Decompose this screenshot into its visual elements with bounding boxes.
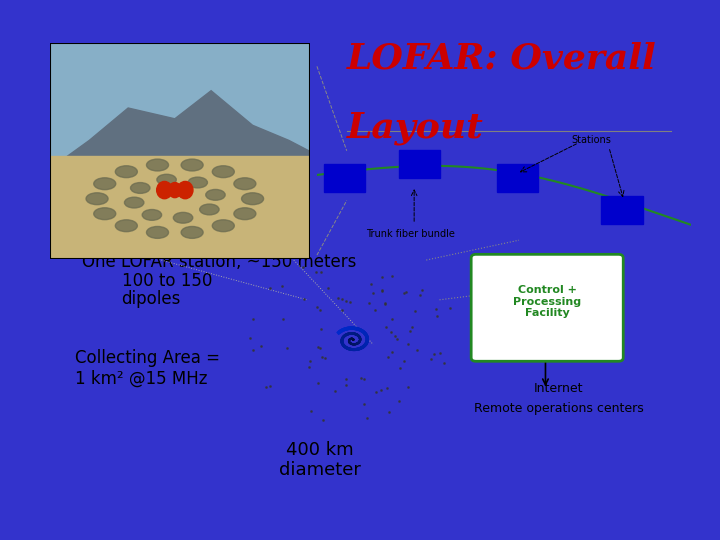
Ellipse shape [157,174,176,185]
Ellipse shape [199,204,219,215]
Bar [601,196,642,224]
Text: One LOFAR station, ~150 meters: One LOFAR station, ~150 meters [82,253,356,271]
Ellipse shape [181,159,203,171]
Text: 100 to 150: 100 to 150 [122,273,212,291]
Text: Layout: Layout [347,111,484,145]
Ellipse shape [142,210,161,220]
Bar [324,164,366,192]
Ellipse shape [181,226,203,238]
Bar [50,156,310,259]
Text: LOFAR: Overall: LOFAR: Overall [347,42,657,76]
Ellipse shape [168,183,181,198]
FancyBboxPatch shape [471,254,624,361]
Text: Stations: Stations [572,135,611,145]
Ellipse shape [115,166,138,178]
Ellipse shape [212,220,234,232]
Text: 1 km² @15 MHz: 1 km² @15 MHz [75,369,207,387]
Text: dipoles: dipoles [122,290,181,308]
Text: Trunk fiber bundle: Trunk fiber bundle [366,229,455,239]
Ellipse shape [174,212,193,223]
Polygon shape [50,91,310,168]
Text: Internet: Internet [534,382,583,395]
Ellipse shape [212,166,234,178]
Ellipse shape [115,220,138,232]
Ellipse shape [130,183,150,193]
Text: Collecting Area =: Collecting Area = [75,349,220,368]
Bar [399,150,441,178]
Ellipse shape [157,181,172,199]
Ellipse shape [177,181,193,199]
Text: diameter: diameter [279,461,361,480]
Ellipse shape [125,197,144,208]
Ellipse shape [188,177,207,188]
Ellipse shape [94,208,116,220]
Ellipse shape [234,178,256,190]
Ellipse shape [206,190,225,200]
Text: Control +
Processing
Facility: Control + Processing Facility [513,285,581,319]
Ellipse shape [86,193,108,205]
Ellipse shape [94,178,116,190]
Bar [50,43,310,168]
Ellipse shape [242,193,264,205]
Ellipse shape [234,208,256,220]
Ellipse shape [146,159,168,171]
Text: Remote operations centers: Remote operations centers [474,402,644,415]
Bar [497,164,538,192]
Text: 400 km: 400 km [287,441,354,460]
Ellipse shape [146,226,168,238]
